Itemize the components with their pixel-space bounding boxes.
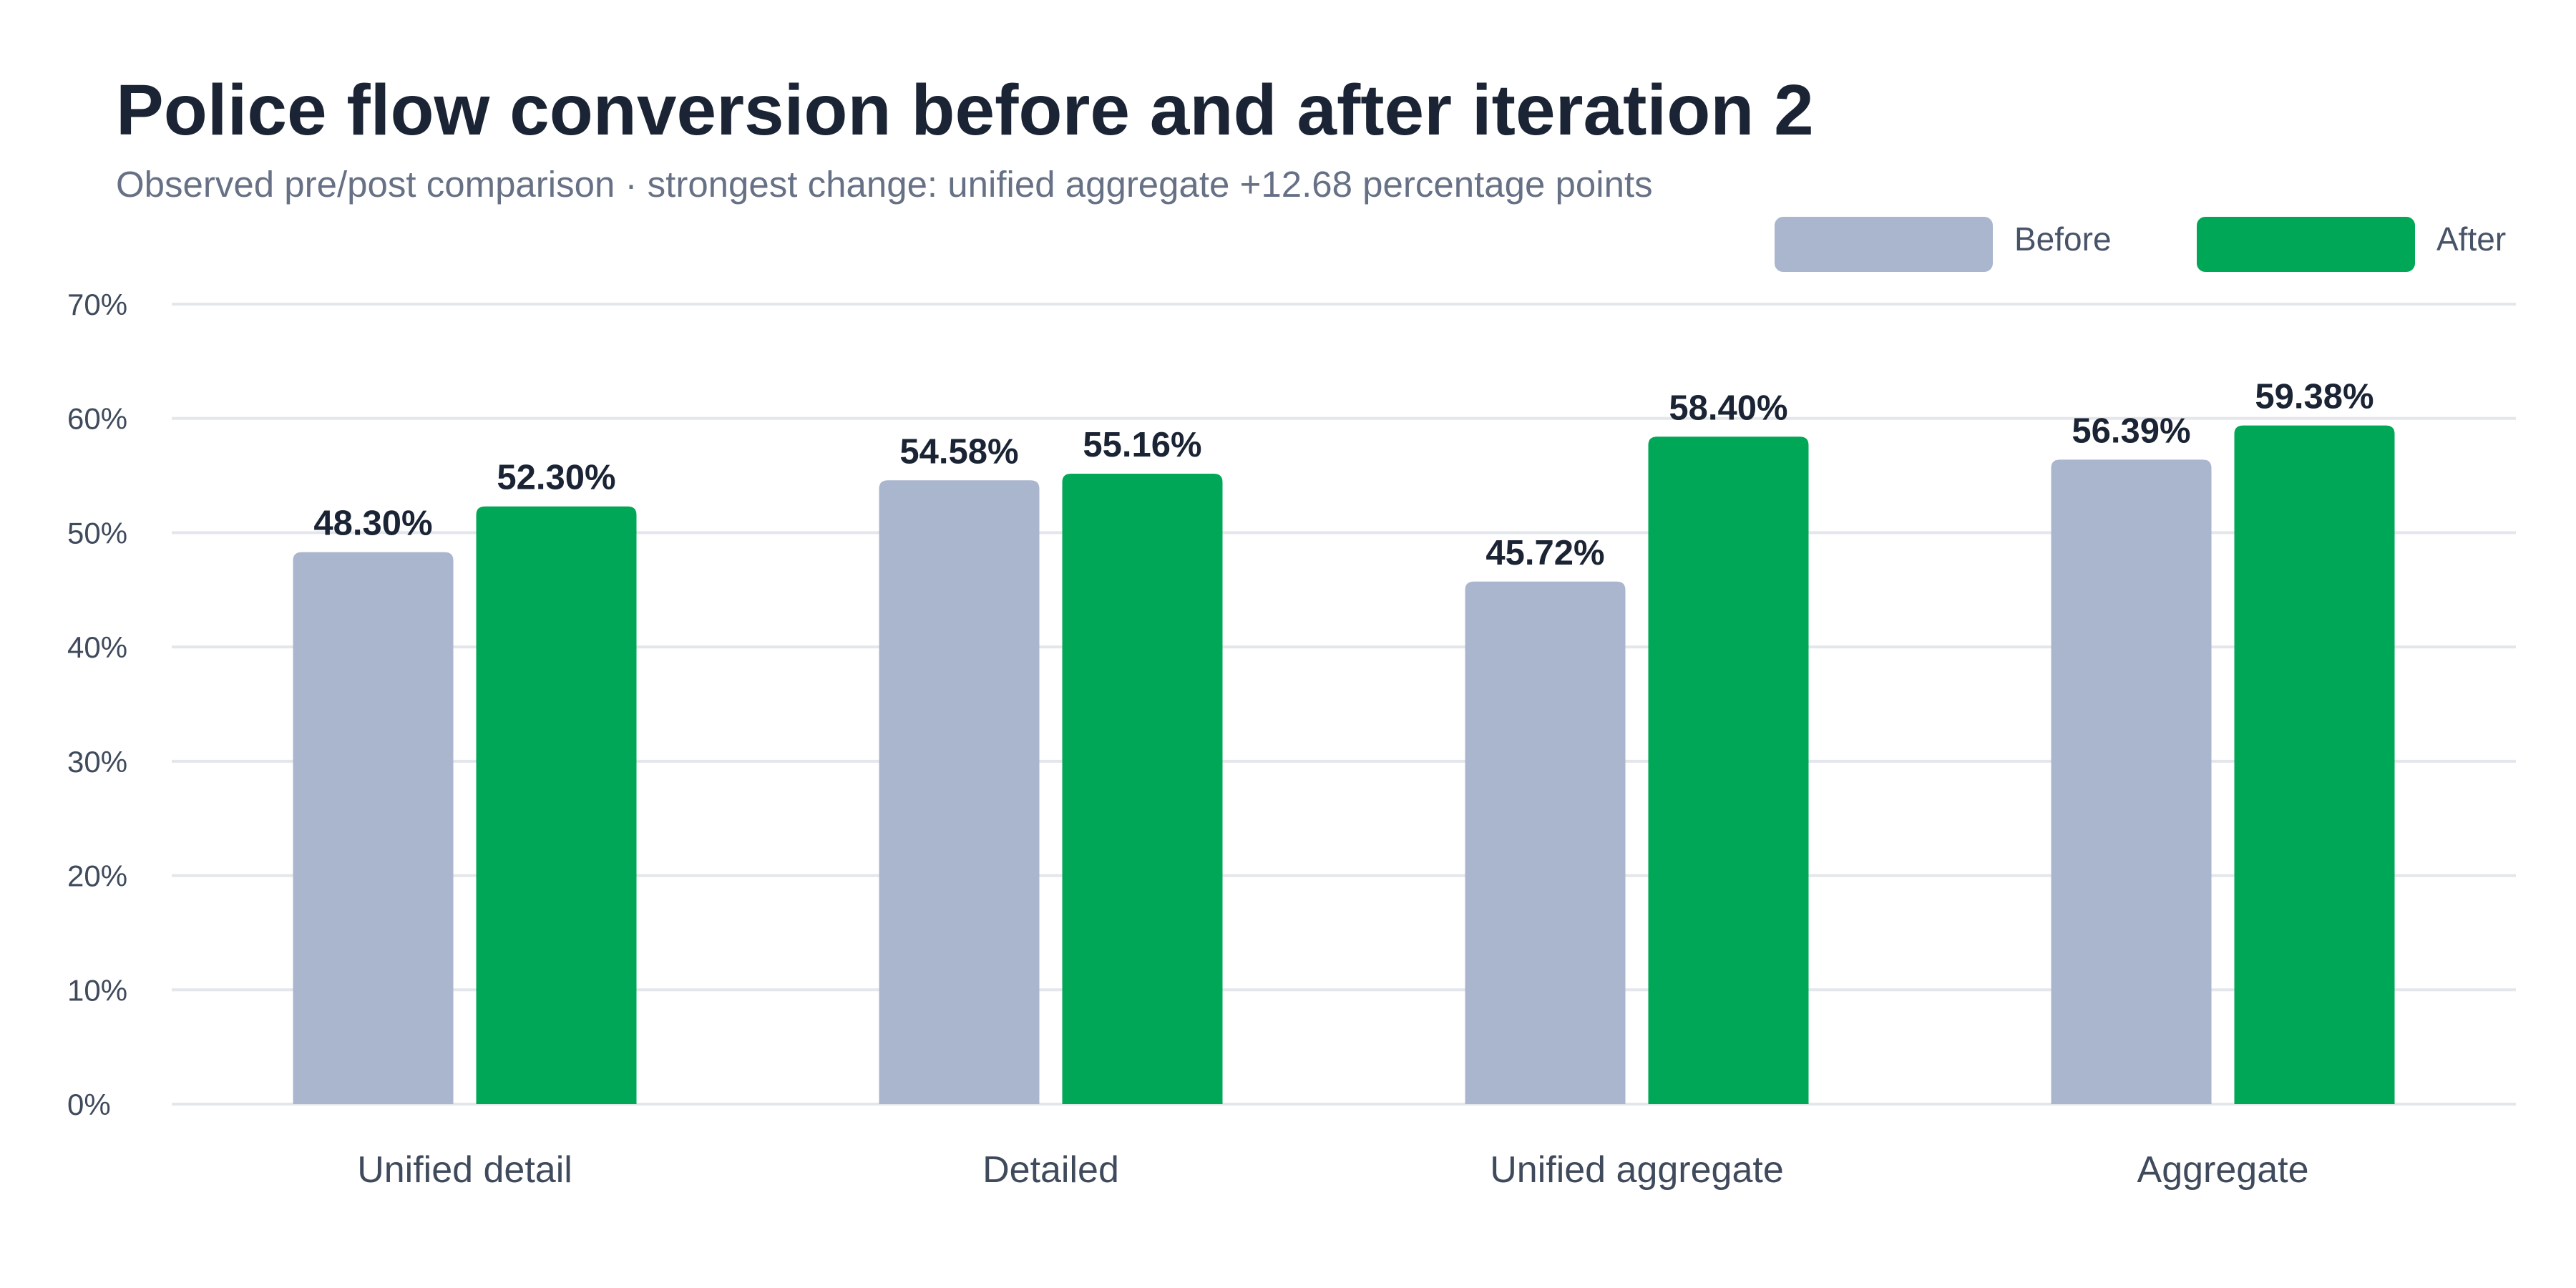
chart-subtitle: Observed pre/post comparison · strongest… [116,164,1653,205]
data-label: 55.16% [1083,426,1201,464]
x-tick-label: Unified aggregate [1490,1149,1784,1191]
data-label: 48.30% [313,504,432,543]
x-tick-label: Aggregate [2137,1149,2309,1191]
legend: Before After [1775,217,2506,272]
y-tick-label: 40% [67,630,127,664]
legend-label-before: Before [2014,220,2112,258]
y-axis-ticks: 0% 10% 20% 30% 40% 50% 60% 70% [67,288,127,1121]
data-label: 59.38% [2255,378,2373,416]
y-tick-label: 0% [67,1088,111,1121]
data-label: 52.30% [497,459,615,497]
data-label: 56.39% [2072,411,2190,450]
bar-before [1465,581,1626,1104]
data-label: 54.58% [899,432,1018,471]
legend-label-after: After [2436,220,2506,258]
x-tick-label: Unified detail [357,1149,572,1191]
bar-after [1062,474,1223,1104]
y-tick-label: 20% [67,859,127,893]
y-tick-label: 10% [67,973,127,1007]
bar-after [1648,436,1809,1104]
legend-swatch-before [1775,217,1993,272]
data-labels: 48.30% 52.30% 54.58% 55.16% 45.72% 58.40% 56.3… [313,378,2373,572]
bar-before [2051,459,2212,1104]
y-tick-label: 60% [67,402,127,436]
legend-swatch-after [2197,217,2415,272]
bars [293,425,2395,1104]
y-tick-label: 30% [67,745,127,779]
bar-before [879,480,1040,1104]
y-tick-label: 70% [67,288,127,321]
data-label: 45.72% [1485,534,1604,572]
x-axis-ticks: Unified detail Detailed Unified aggregate A… [357,1149,2308,1191]
y-tick-label: 50% [67,516,127,550]
bar-after [2234,425,2395,1104]
bar-after [476,506,637,1104]
chart-title: Police flow conversion before and after … [116,70,1814,150]
data-label: 58.40% [1669,389,1787,427]
bar-before [293,552,454,1104]
x-tick-label: Detailed [982,1149,1119,1191]
